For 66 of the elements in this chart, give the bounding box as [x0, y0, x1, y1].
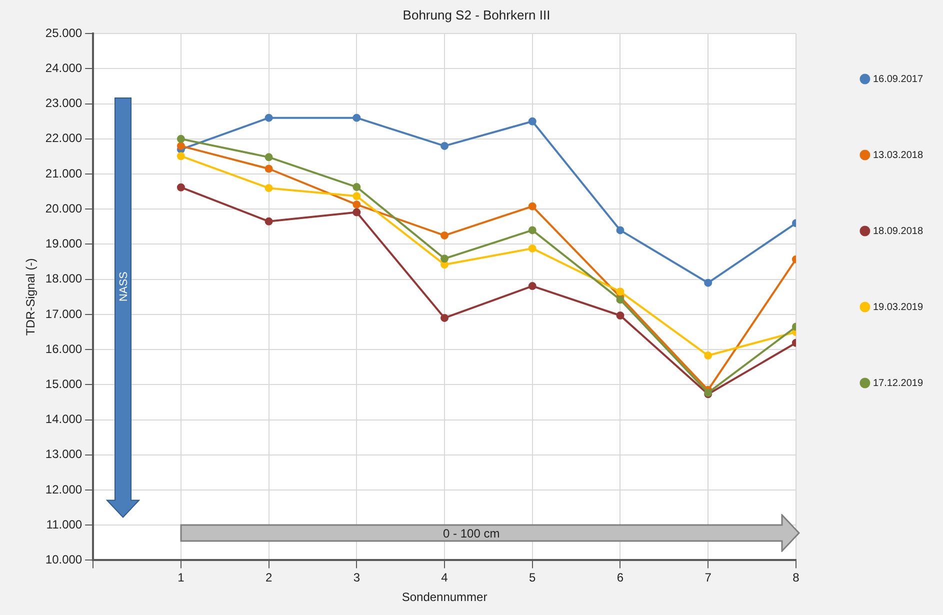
- y-tick-label: 15.000: [45, 376, 82, 391]
- y-tick-label: 23.000: [45, 96, 82, 110]
- point: [264, 217, 273, 226]
- point: [616, 226, 624, 234]
- point: [616, 312, 624, 320]
- x-tick-label: 7: [704, 570, 712, 585]
- point: [264, 164, 273, 173]
- point: [704, 352, 712, 360]
- annotation: NASS: [118, 271, 130, 302]
- point: [528, 244, 536, 252]
- point: [176, 142, 185, 150]
- x-tick-label: 6: [616, 570, 624, 585]
- y-tick-label: 21.000: [45, 166, 82, 180]
- point: [352, 114, 361, 122]
- point: [264, 153, 273, 162]
- point: [264, 184, 273, 192]
- point: [352, 200, 361, 209]
- legend-label: 17.12.2019: [872, 378, 924, 389]
- x-tick-label: 3: [353, 570, 360, 585]
- point: [528, 282, 536, 290]
- y-axis-title: TDR-Signal (-): [24, 258, 38, 336]
- y-tick-label: 24.000: [45, 61, 82, 76]
- point: [440, 314, 449, 322]
- point: [616, 296, 624, 304]
- y-tick-label: 14.000: [45, 412, 82, 426]
- point: [352, 183, 361, 192]
- y-tick-label: 12.000: [45, 482, 82, 496]
- point: [440, 142, 449, 150]
- x-tick-label: 2: [265, 570, 272, 585]
- point: [352, 192, 361, 200]
- point: [528, 202, 536, 210]
- point: [616, 288, 624, 296]
- annotation: 0 - 100 cm: [443, 526, 500, 541]
- point: [528, 226, 536, 234]
- down-arrow-icon: NASS: [106, 96, 140, 518]
- y-tick-label: 16.000: [45, 342, 82, 356]
- point: [440, 260, 449, 269]
- y-tick-label: 11.000: [46, 517, 82, 532]
- point: [264, 114, 273, 122]
- point: [176, 183, 185, 192]
- legend-label: 18.09.2018: [872, 226, 924, 237]
- y-tick-label: 22.000: [45, 131, 82, 146]
- point: [528, 117, 536, 126]
- x-tick-label: 4: [441, 570, 448, 585]
- legend-label: 16.09.2017: [872, 74, 924, 85]
- point: [440, 254, 449, 263]
- x-tick-label: 8: [792, 570, 800, 585]
- point: [352, 208, 361, 216]
- y-tick-label: 10.000: [45, 552, 82, 567]
- right-arrow-icon: 0 - 100 cm: [180, 514, 800, 552]
- y-tick-label: 18.000: [45, 272, 82, 286]
- point: [704, 278, 712, 287]
- x-tick-label: 5: [529, 570, 536, 585]
- legend-label: 19.03.2019: [872, 302, 924, 313]
- point: [176, 134, 185, 143]
- point: [176, 152, 185, 160]
- y-tick-label: 25.000: [45, 26, 82, 40]
- y-tick-label: 19.000: [45, 236, 82, 251]
- legend-label: 13.03.2018: [872, 150, 924, 161]
- chart-title: Bohrung S2 - Bohrkern III: [402, 7, 550, 22]
- x-tick-label: 1: [178, 570, 185, 585]
- point: [440, 231, 449, 240]
- y-tick-label: 17.000: [45, 306, 82, 321]
- y-tick-label: 13.000: [45, 447, 82, 462]
- y-tick-label: 20.000: [45, 201, 82, 216]
- x-axis-title: Sondennummer: [402, 590, 488, 604]
